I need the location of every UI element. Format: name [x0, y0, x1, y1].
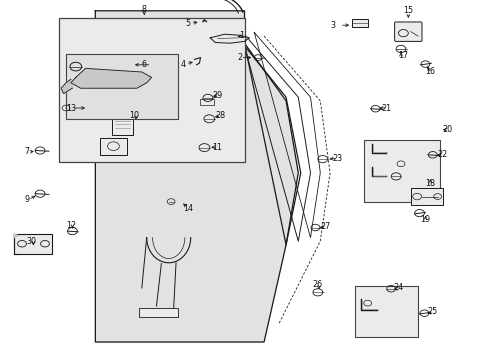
Text: 10: 10 — [129, 111, 139, 120]
Bar — [139, 308, 178, 317]
Text: 18: 18 — [425, 179, 434, 188]
Bar — [200, 99, 214, 105]
Text: 24: 24 — [393, 284, 403, 292]
Text: 23: 23 — [332, 154, 342, 163]
Bar — [410, 188, 442, 205]
Text: 29: 29 — [212, 91, 222, 100]
Bar — [364, 140, 439, 202]
Bar — [66, 54, 178, 119]
Bar — [14, 234, 52, 254]
Text: 4: 4 — [181, 60, 185, 69]
Text: 14: 14 — [183, 204, 193, 213]
Text: 12: 12 — [66, 220, 76, 230]
Text: 15: 15 — [403, 6, 412, 15]
Text: 1: 1 — [239, 31, 244, 40]
Text: 7: 7 — [24, 147, 29, 156]
Text: 22: 22 — [437, 150, 447, 159]
Text: 11: 11 — [212, 143, 222, 152]
Text: 16: 16 — [425, 68, 434, 77]
Text: 28: 28 — [215, 111, 224, 120]
Bar — [354, 286, 417, 337]
Text: 8: 8 — [142, 4, 146, 13]
Text: 27: 27 — [320, 222, 329, 231]
Text: 17: 17 — [398, 51, 407, 60]
Text: 6: 6 — [142, 60, 146, 69]
Text: 21: 21 — [381, 104, 390, 112]
Bar — [59, 18, 244, 162]
Text: 26: 26 — [312, 280, 322, 289]
Bar — [112, 113, 133, 135]
Polygon shape — [210, 34, 249, 43]
Polygon shape — [95, 11, 298, 342]
Text: 20: 20 — [442, 125, 451, 134]
Polygon shape — [14, 234, 19, 238]
Polygon shape — [61, 79, 72, 94]
Bar — [351, 19, 367, 27]
Text: 9: 9 — [24, 195, 29, 204]
Text: 5: 5 — [185, 19, 190, 28]
FancyBboxPatch shape — [394, 22, 421, 41]
Text: 13: 13 — [66, 104, 76, 112]
Bar — [100, 138, 127, 155]
Text: 19: 19 — [420, 215, 429, 224]
Text: 2: 2 — [237, 53, 242, 62]
Text: 30: 30 — [27, 237, 37, 246]
Text: 25: 25 — [427, 307, 437, 316]
Polygon shape — [71, 68, 151, 88]
Text: 3: 3 — [329, 21, 334, 30]
